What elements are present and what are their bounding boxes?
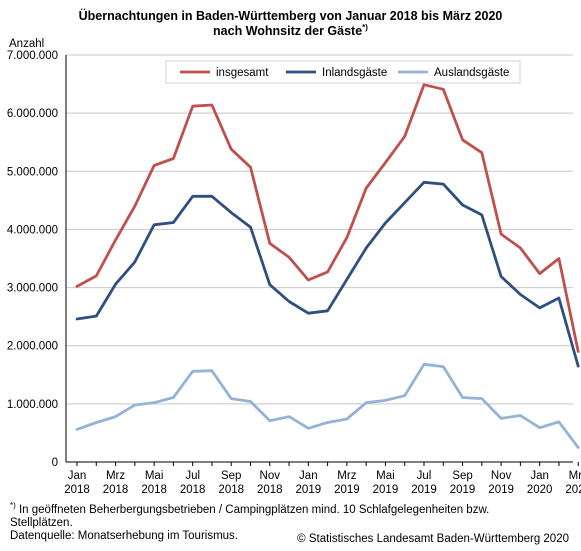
- legend-label: Auslandsgäste: [434, 67, 509, 79]
- y-tick-label: 3.000.000: [7, 283, 58, 295]
- y-tick-label: 0: [52, 457, 58, 469]
- x-tick-label-year: 2018: [64, 484, 90, 496]
- chart-title: Übernachtungen in Baden-Württemberg von …: [0, 9, 581, 39]
- y-tick-label: 2.000.000: [7, 341, 58, 353]
- x-tick-label-month: Nov: [260, 470, 281, 482]
- x-tick-label-year: 2018: [103, 484, 129, 496]
- copyright: © Statistisches Landesamt Baden-Württemb…: [297, 533, 569, 545]
- x-tick-label-year: 2020: [527, 484, 553, 496]
- y-axis-label: Anzahl: [9, 38, 45, 50]
- x-tick-label-year: 2018: [180, 484, 206, 496]
- chart-title-line1: Übernachtungen in Baden-Württemberg von …: [78, 9, 503, 23]
- footnote-text: In geöffneten Beherbergungsbetrieben / C…: [10, 504, 490, 529]
- chart-title-footnote-marker: *): [362, 22, 368, 32]
- series-line-insgesamt: [75, 83, 580, 353]
- legend-label: Inlandsgäste: [322, 67, 387, 79]
- x-tick-label-year: 2019: [296, 484, 322, 496]
- y-tick-label: 1.000.000: [7, 399, 58, 411]
- x-tick-label-month: Mai: [145, 470, 164, 482]
- series-line-auslandsgäste: [75, 362, 580, 449]
- y-tick-label: 4.000.000: [7, 224, 58, 236]
- x-tick-label-month: Mrz: [569, 470, 581, 482]
- x-tick-label-month: Mai: [376, 470, 395, 482]
- x-tick-label-month: Jan: [530, 470, 549, 482]
- x-tick-label-year: 2019: [411, 484, 437, 496]
- x-tick-label-year: 2019: [373, 484, 399, 496]
- legend-label: insgesamt: [216, 67, 269, 79]
- x-tick-label-month: Jan: [68, 470, 87, 482]
- x-tick-label-year: 2018: [218, 484, 244, 496]
- x-tick-label-year: 2018: [257, 484, 283, 496]
- chart-title-line2: nach Wohnsitz der Gäste: [213, 24, 363, 38]
- y-tick-label: 7.000.000: [7, 50, 58, 62]
- y-tick-label: 5.000.000: [7, 166, 58, 178]
- data-source: Datenquelle: Monatserhebung im Tourismus…: [10, 530, 238, 542]
- x-tick-label-year: 2018: [141, 484, 167, 496]
- x-tick-label-year: 2019: [334, 484, 360, 496]
- x-tick-label-month: Sep: [221, 470, 241, 482]
- x-tick-label-month: Jul: [417, 470, 432, 482]
- footnote-marker: *): [10, 501, 16, 511]
- y-tick-label: 6.000.000: [7, 108, 58, 120]
- x-tick-label-month: Sep: [452, 470, 472, 482]
- x-tick-label-month: Mrz: [337, 470, 356, 482]
- x-tick-label-month: Nov: [491, 470, 512, 482]
- x-tick-label-month: Mrz: [106, 470, 125, 482]
- footnote: *) In geöffneten Beherbergungsbetrieben …: [10, 501, 550, 530]
- x-tick-label-year: 2019: [488, 484, 514, 496]
- x-tick-label-year: 2019: [450, 484, 476, 496]
- x-tick-label-year: 2020: [565, 484, 581, 496]
- legend-box: [165, 60, 521, 84]
- line-chart: 0 1.000.000 2.000.000 3.000.000 4.000.000 5.0…: [7, 50, 581, 496]
- x-tick-label-month: Jul: [185, 470, 200, 482]
- series-line-inlandsgäste: [75, 180, 580, 368]
- x-tick-label-month: Jan: [299, 470, 318, 482]
